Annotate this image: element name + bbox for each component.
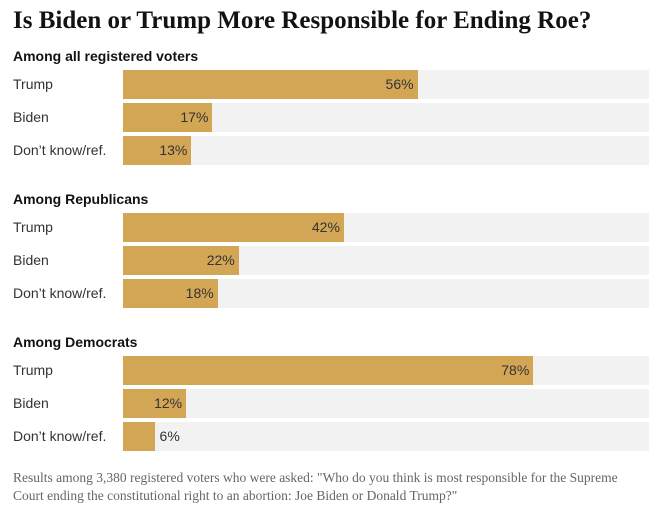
category-label: Trump [13,362,53,378]
category-label: Trump [13,219,53,235]
bar [123,136,192,165]
value-label: 18% [185,285,214,301]
bar-row: Biden 22% [0,246,654,275]
bar-row: Trump 42% [0,213,654,242]
value-label: 22% [206,252,235,268]
category-label: Biden [13,109,49,125]
category-label: Don’t know/ref. [13,285,107,301]
bar [123,213,344,242]
bar-row: Don’t know/ref. 13% [0,136,654,165]
value-label: 78% [501,362,530,378]
bar-track: 42% [123,213,649,242]
bar-row: Biden 17% [0,103,654,132]
bar [123,389,187,418]
bar [123,70,418,99]
bar [123,103,213,132]
value-label: 17% [180,109,209,125]
bar-track: 6% [123,422,649,451]
bar-row: Trump 56% [0,70,654,99]
value-label: 42% [311,219,340,235]
group-heading: Among Republicans [13,191,149,207]
group-heading: Among Democrats [13,334,138,350]
bar-row: Trump 78% [0,356,654,385]
chart-footnote: Results among 3,380 registered voters wh… [13,470,618,503]
value-label: 12% [154,395,183,411]
bar-track: 56% [123,70,649,99]
bar [123,246,239,275]
bar [123,279,218,308]
category-label: Biden [13,395,49,411]
group-heading: Among all registered voters [13,48,199,64]
bar-track: 13% [123,136,649,165]
value-label: 13% [159,142,188,158]
bar [123,422,155,451]
category-label: Don’t know/ref. [13,428,107,444]
bar-row: Biden 12% [0,389,654,418]
bar-row: Don’t know/ref. 18% [0,279,654,308]
chart-title: Is Biden or Trump More Responsible for E… [13,7,592,34]
category-label: Don’t know/ref. [13,142,107,158]
bar-track: 22% [123,246,649,275]
bar-track: 78% [123,356,649,385]
value-label: 6% [159,428,180,444]
bar [123,356,534,385]
value-label: 56% [385,76,414,92]
bar-track: 17% [123,103,649,132]
category-label: Trump [13,76,53,92]
bar-track: 12% [123,389,649,418]
bar-track: 18% [123,279,649,308]
category-label: Biden [13,252,49,268]
bar-row: Don’t know/ref. 6% [0,422,654,451]
